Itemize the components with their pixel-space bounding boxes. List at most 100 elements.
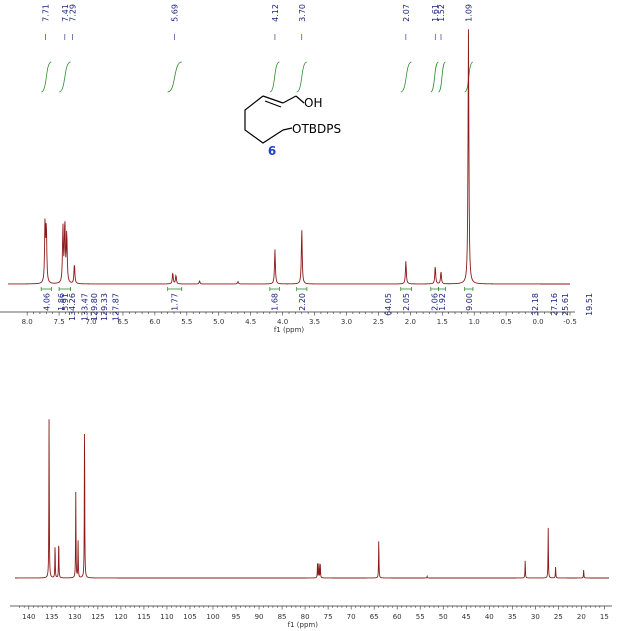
c13-tick-label: 105 <box>183 613 196 621</box>
h1-overlay-label: 127.87 <box>111 293 120 321</box>
h1-spectrum-panel: 7.71 7.417.29 5.69 4.12 3.70 2.07 1.611.52 1.09… <box>0 4 594 334</box>
compound-number: 6 <box>268 144 276 158</box>
h1-peak-label: 1.61 <box>431 4 440 22</box>
c13-tick-label: 50 <box>439 613 448 621</box>
c13-tick-label: 110 <box>160 613 173 621</box>
h1-tick-label: 0.0 <box>532 318 543 326</box>
h1-tick-label: 5.5 <box>181 318 192 326</box>
h1-tick-label: 7.5 <box>54 318 65 326</box>
h1-tick-label: 0.5 <box>501 318 512 326</box>
h1-integral-value: 2.05 <box>402 293 411 311</box>
c13-tick-label: 100 <box>206 613 219 621</box>
carbon-chain <box>244 95 284 144</box>
h1-integral-curve <box>58 61 71 93</box>
c13-tick-label: 125 <box>91 613 104 621</box>
c13-tick-label: 60 <box>393 613 402 621</box>
c13-tick-label: 115 <box>137 613 150 621</box>
c13-tick-label: 15 <box>600 613 609 621</box>
h1-peak-label: 5.69 <box>171 4 180 22</box>
h1-tick-label: 4.5 <box>245 318 256 326</box>
h1-overlay-label: 129.80 <box>90 293 99 321</box>
h1-overlay-label: 133.47 <box>81 293 90 321</box>
h1-integral-curve <box>269 61 280 93</box>
h1-integral-curve <box>400 61 412 93</box>
c13-tick-label: 20 <box>577 613 586 621</box>
allylic-bond <box>282 95 297 104</box>
h1-tick-label: 4.0 <box>277 318 288 326</box>
c13-tick-label: 25 <box>554 613 563 621</box>
h1-tick-label: 3.5 <box>309 318 320 326</box>
c13-x-axis-label: f1 (ppm) <box>288 621 319 629</box>
h1-peak-label: 1.52 <box>437 4 446 22</box>
h1-overlay-c13-labels: 1.86 134.26 133.47 129.80 129.33 127.87 64.05 3… <box>57 293 594 321</box>
h1-peak-labels: 7.71 7.417.29 5.69 4.12 3.70 2.07 1.611.52 1.09 <box>42 4 473 40</box>
h1-integral-value: 1.92 <box>438 293 447 311</box>
c13-tick-label: 95 <box>232 613 241 621</box>
c13-tick-label: 70 <box>347 613 356 621</box>
h1-overlay-label: 25.61 <box>561 293 570 316</box>
h1-overlay-label: 32.18 <box>531 293 540 316</box>
h1-peak-label: 2.07 <box>402 4 411 22</box>
h1-integral-value: 9.00 <box>465 293 474 311</box>
h1-peak-label: 3.70 <box>298 4 307 22</box>
hydroxyl-label: OH <box>304 96 322 110</box>
h1-overlay-label: 129.33 <box>100 293 109 321</box>
c13-tick-label: 85 <box>278 613 287 621</box>
c13-tick-label: 120 <box>114 613 127 621</box>
c13-tick-label: 130 <box>68 613 81 621</box>
h1-integral-value: 1.77 <box>171 293 180 311</box>
h1-tick-label: 8.0 <box>22 318 33 326</box>
h1-integral-values: 4.06 5.91 1.77 1.68 2.20 2.05 2.061.92 9.00 <box>40 287 474 311</box>
alkene-bond <box>262 95 284 104</box>
h1-peak-label: 4.12 <box>271 4 280 22</box>
c13-tick-label: 75 <box>324 613 333 621</box>
c13-tick-label: 40 <box>485 613 494 621</box>
h1-overlay-label: 19.51 <box>585 293 594 316</box>
otbdps-label: OTBDPS <box>292 122 341 136</box>
c13-tick-label: 140 <box>22 613 35 621</box>
h1-tick-label: 6.0 <box>149 318 160 326</box>
h1-tick-label: 6.5 <box>117 318 128 326</box>
h1-peak-label: 7.41 <box>61 4 70 22</box>
h1-overlay-label: 64.05 <box>384 293 393 316</box>
h1-peak-label: 1.09 <box>464 4 473 22</box>
alkene-bond-second <box>264 100 282 108</box>
h1-integral-curves <box>41 61 474 93</box>
c13-spectrum-panel: 140 135 130 125 120 115 110 105 100 95 90 85 80 75 70 6… <box>10 419 612 629</box>
c13-tick-label: 90 <box>255 613 264 621</box>
h1-x-ticks: 8.0 7.5 7.0 6.5 6.0 5.5 5.0 4.5 4.0 3.5 3.0 2.5 2.0 1… <box>22 312 577 326</box>
h1-integral-value: 5.91 <box>61 293 70 311</box>
h1-peak-label: 7.71 <box>42 4 51 22</box>
h1-overlay-label: 27.16 <box>550 293 559 316</box>
h1-tick-label: 1.0 <box>469 318 480 326</box>
h1-peak-label: 7.29 <box>69 4 78 22</box>
h1-integral-value: 4.06 <box>42 293 51 311</box>
c13-tick-label: 80 <box>301 613 310 621</box>
h1-overlay-label: 134.26 <box>68 293 77 321</box>
c13-tick-label: 35 <box>508 613 517 621</box>
h1-overlay-label: 1.86 <box>57 293 66 311</box>
h1-tick-label: 5.0 <box>213 318 224 326</box>
c13-x-ticks: 140 135 130 125 120 115 110 105 100 95 90 85 80 75 70 6… <box>19 606 609 621</box>
c13-tick-label: 135 <box>45 613 58 621</box>
c13-tick-label: 30 <box>531 613 540 621</box>
h1-integral-value: 2.06 <box>431 293 440 311</box>
h1-x-axis-label: f1 (ppm) <box>274 326 305 334</box>
ch2oh-bond <box>295 95 305 104</box>
c13-tick-label: 55 <box>416 613 425 621</box>
h1-tick-label: -0.5 <box>563 318 577 326</box>
h1-spectrum-trace <box>8 29 570 285</box>
h1-integral-value: 2.20 <box>298 293 307 311</box>
h1-integral-curve <box>438 61 446 93</box>
h1-integral-curve <box>41 61 52 93</box>
molecule-structure <box>244 95 305 144</box>
h1-tick-label: 1.5 <box>437 318 448 326</box>
h1-tick-label: 2.0 <box>405 318 416 326</box>
c13-spectrum-trace <box>15 419 609 579</box>
h1-integral-curve <box>296 61 308 93</box>
chain-end-bond <box>282 127 293 131</box>
h1-integral-value: 1.68 <box>271 293 280 311</box>
c13-tick-label: 45 <box>462 613 471 621</box>
h1-integral-curve <box>167 61 182 93</box>
